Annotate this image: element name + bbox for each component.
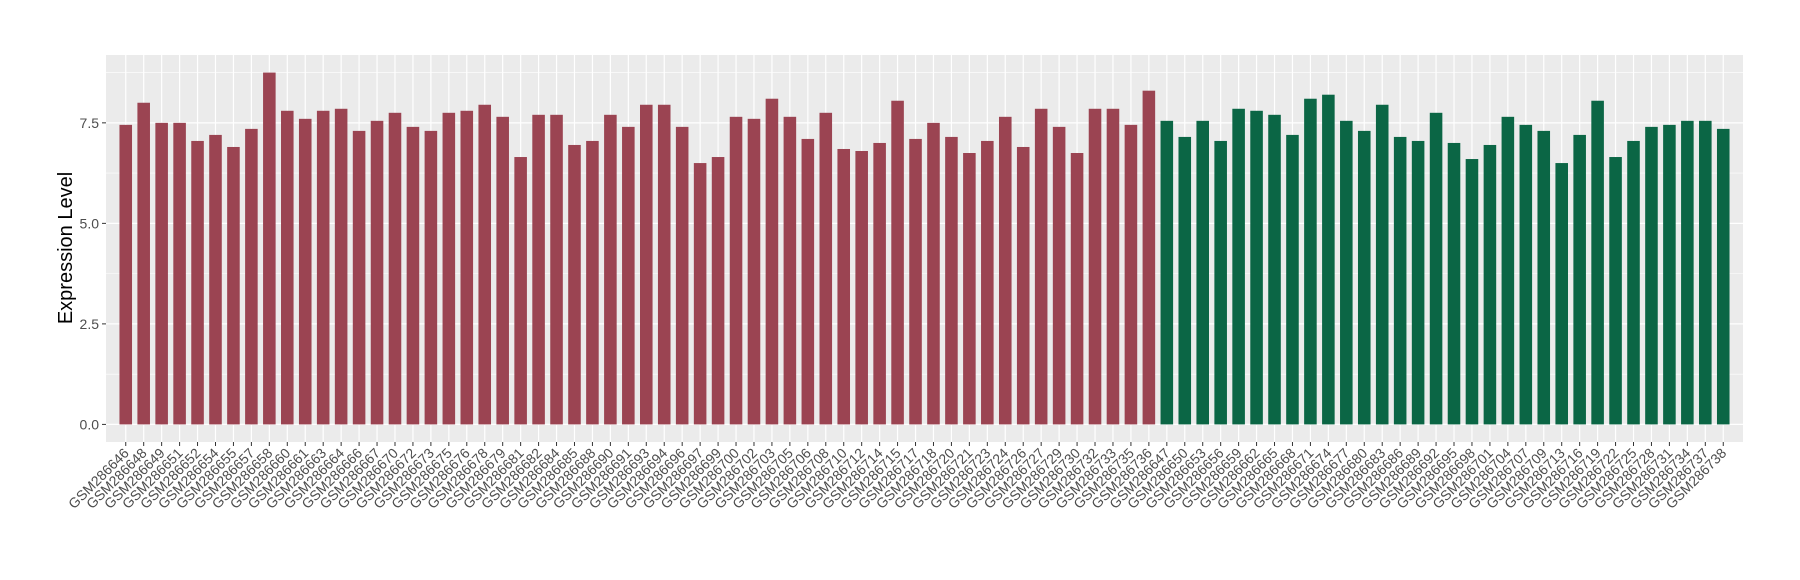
bar [388,112,402,425]
bar [1447,142,1461,425]
bar [1393,136,1407,425]
bar [209,134,222,425]
bar [819,112,833,425]
bar [568,144,581,425]
bar [945,136,958,425]
bar [837,148,851,425]
bar [281,110,294,425]
bar [747,118,761,425]
bar [963,153,976,425]
bar [334,108,348,425]
bar [478,104,492,425]
bar [998,116,1012,425]
bar [1699,120,1712,425]
bar [586,140,599,425]
bar [1519,124,1533,425]
y-tick-label: 7.5 [80,115,100,131]
bar [1573,134,1586,425]
bar [424,130,438,425]
bar [891,100,904,425]
bar [1716,128,1730,425]
bar [1375,104,1389,425]
bar [1106,108,1120,425]
bar [1232,108,1245,425]
panel [106,55,1743,442]
bar [1070,153,1084,425]
bar [711,157,725,425]
bar [532,114,545,425]
bar [119,124,133,425]
bar [406,126,420,425]
bar [1501,116,1515,425]
bar [352,130,366,425]
bar [1609,157,1622,425]
bar [550,114,563,425]
bar [729,116,743,425]
bar [1178,136,1192,425]
bar [675,126,689,425]
bar [1196,120,1210,425]
bar [1034,108,1048,425]
bar [370,120,384,425]
bar [693,163,707,425]
y-axis-title: Expression Level [55,172,77,324]
bar [909,138,922,425]
bar [801,138,815,425]
bar [1160,120,1174,425]
y-tick-label: 2.5 [80,316,100,332]
bar [227,146,240,425]
bar [263,72,276,425]
y-tick-label: 5.0 [80,215,100,231]
bar [1483,144,1497,425]
bar [1591,100,1604,425]
bar [173,122,186,425]
bar [765,98,779,425]
bar [1663,124,1676,425]
bar [657,104,671,425]
y-tick-label: 0.0 [80,416,100,432]
bar [137,102,150,425]
bar [191,140,204,425]
bar [1124,124,1138,425]
bar [855,150,868,425]
bar [442,112,456,425]
bar [316,110,330,425]
bar [1411,140,1425,425]
bar [298,118,312,425]
bar [981,140,994,425]
bar [1340,120,1353,425]
bar [1286,134,1299,425]
bar [1052,126,1066,425]
bar [1304,98,1317,425]
bar [1429,112,1443,425]
bar [783,116,797,425]
bar [873,142,886,425]
bar [1465,159,1479,425]
bar [155,122,168,425]
bar [460,110,474,425]
bar [1357,130,1371,425]
bar [245,128,258,425]
bar [1250,110,1263,425]
bar [1537,130,1551,425]
bar [639,104,653,425]
bar [1555,163,1568,425]
bar [1627,140,1640,425]
bar [496,116,509,425]
bar [1322,94,1335,425]
bar [927,122,940,425]
bar [1214,140,1227,425]
bar [622,126,635,425]
bar [1016,146,1030,425]
bar [604,114,617,425]
bar [1268,114,1281,425]
bar [1142,90,1156,425]
bar [1088,108,1102,425]
bar [1645,126,1658,425]
bar [514,157,527,425]
bar [1681,120,1694,425]
